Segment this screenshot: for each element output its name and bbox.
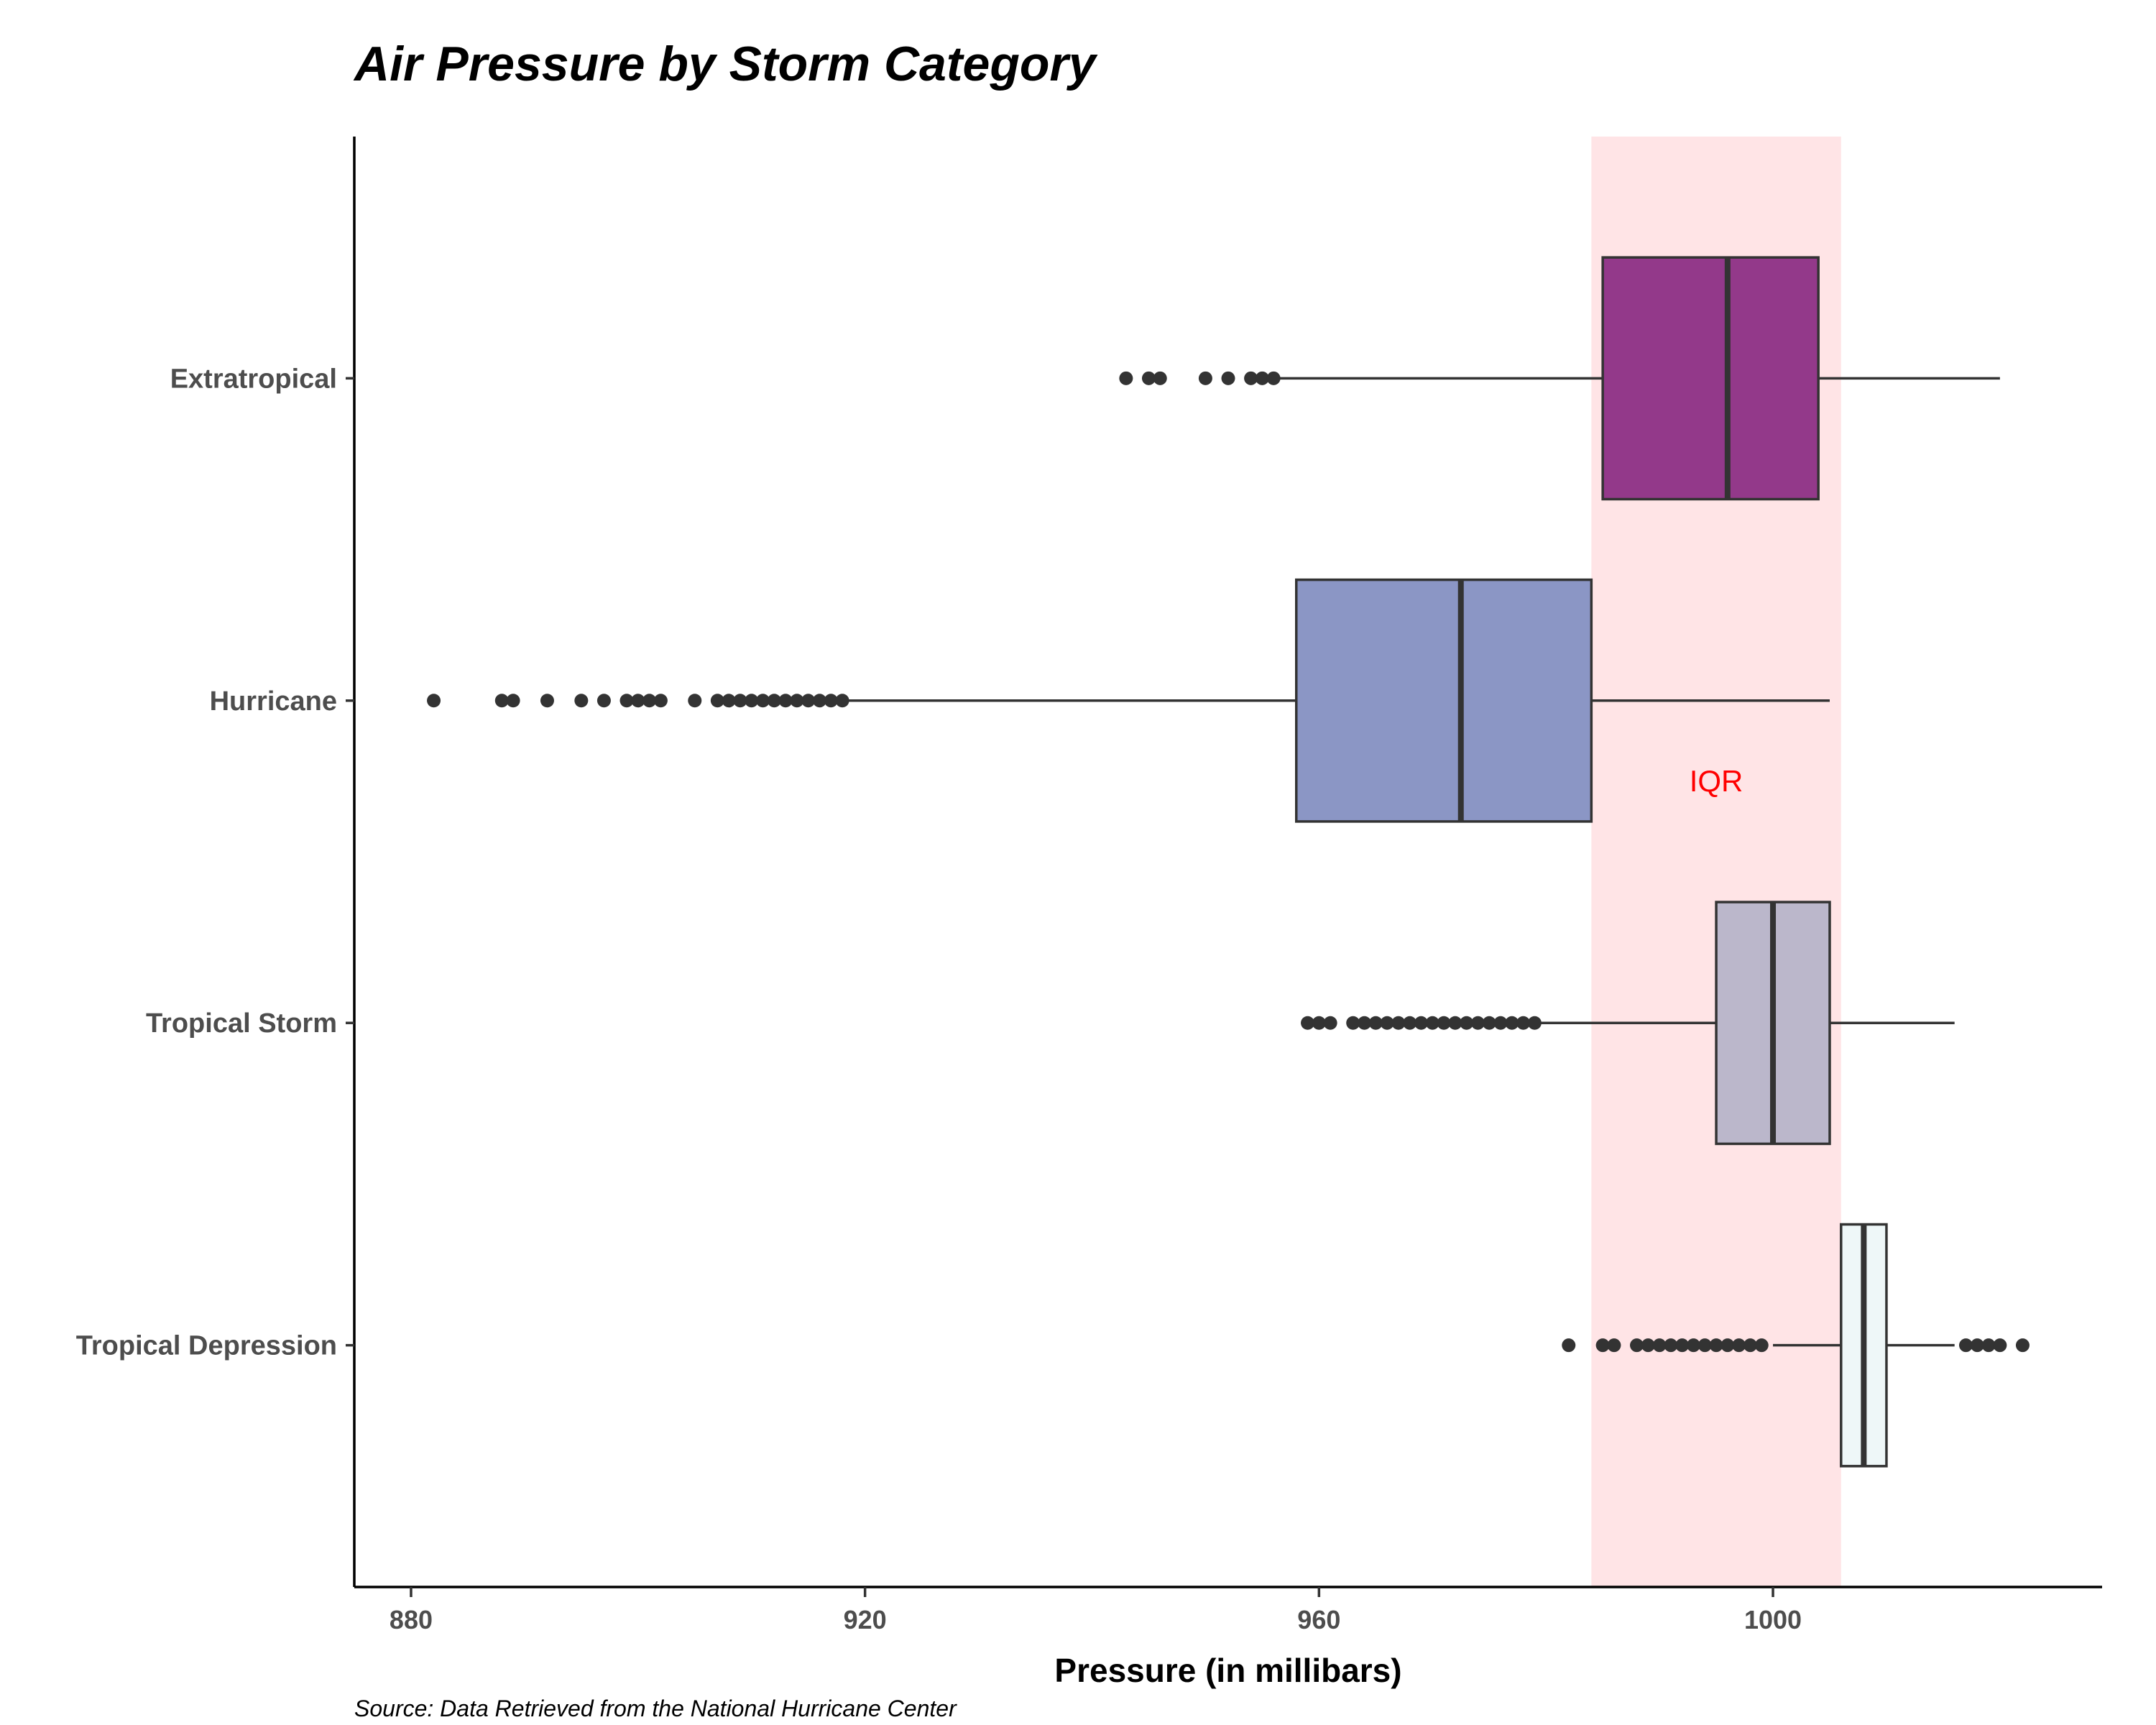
outlier-point — [1675, 1338, 1690, 1353]
x-tick-label: 880 — [390, 1605, 433, 1634]
y-tick-label: Tropical Depression — [76, 1331, 337, 1361]
outlier-point — [688, 694, 702, 708]
outlier-point — [801, 694, 816, 708]
outlier-point — [1312, 1016, 1326, 1030]
outlier-point — [2015, 1338, 2030, 1353]
outlier-point — [494, 694, 509, 708]
outlier-point — [506, 694, 520, 708]
outlier-point — [1709, 1338, 1723, 1353]
outlier-point — [710, 694, 724, 708]
outlier-point — [1346, 1016, 1360, 1030]
boxes-layer — [427, 256, 2030, 1468]
outlier-point — [574, 694, 589, 708]
outlier-point — [1664, 1338, 1678, 1353]
outlier-point — [619, 694, 634, 708]
outlier-point — [1470, 1016, 1485, 1030]
x-axis-title: Pressure (in millibars) — [1054, 1652, 1401, 1689]
outlier-point — [653, 694, 668, 708]
outlier-point — [1505, 1016, 1519, 1030]
outlier-point — [1403, 1016, 1417, 1030]
outlier-point — [1460, 1016, 1474, 1030]
outlier-point — [642, 694, 657, 708]
outlier-point — [1595, 1338, 1610, 1353]
outlier-point — [1562, 1338, 1576, 1353]
outlier-point — [1958, 1338, 1973, 1353]
outlier-point — [1732, 1338, 1746, 1353]
outlier-point — [1720, 1338, 1735, 1353]
outlier-point — [1607, 1338, 1621, 1353]
outlier-point — [427, 694, 441, 708]
y-tick-label: Tropical Storm — [146, 1008, 337, 1039]
outlier-point — [1255, 371, 1269, 385]
outlier-point — [756, 694, 770, 708]
outlier-point — [1641, 1338, 1655, 1353]
outlier-point — [1301, 1016, 1315, 1030]
outlier-point — [540, 694, 554, 708]
outlier-point — [1153, 371, 1167, 385]
outlier-point — [1425, 1016, 1439, 1030]
outlier-point — [596, 694, 611, 708]
y-tick-label: Extratropical — [170, 364, 337, 394]
outlier-point — [1630, 1338, 1644, 1353]
x-tick-label: 960 — [1297, 1605, 1340, 1634]
outlier-point — [1391, 1016, 1406, 1030]
outlier-point — [1221, 371, 1235, 385]
outlier-point — [1981, 1338, 1996, 1353]
outlier-point — [824, 694, 838, 708]
outlier-point — [1380, 1016, 1394, 1030]
outlier-point — [1266, 371, 1281, 385]
outlier-point — [733, 694, 747, 708]
outlier-point — [778, 694, 793, 708]
outlier-point — [1527, 1016, 1542, 1030]
outlier-point — [1323, 1016, 1337, 1030]
box-iqr — [1601, 256, 1820, 501]
box-group-tropical-storm — [1301, 901, 1955, 1146]
outlier-point — [1482, 1016, 1496, 1030]
chart-title: Air Pressure by Storm Category — [353, 37, 1098, 91]
y-tick-label: Hurricane — [210, 686, 337, 717]
outlier-point — [1652, 1338, 1667, 1353]
outlier-point — [767, 694, 781, 708]
outlier-point — [1358, 1016, 1372, 1030]
outlier-point — [1970, 1338, 1984, 1353]
outlier-point — [835, 694, 849, 708]
outlier-point — [1448, 1016, 1462, 1030]
x-axis-ticks: 880 920 960 1000 — [390, 1587, 1802, 1634]
box-group-extratropical — [1119, 256, 2000, 501]
outlier-point — [631, 694, 645, 708]
outlier-point — [790, 694, 804, 708]
iqr-annotation: IQR — [1690, 764, 1743, 798]
outlier-point — [1743, 1338, 1757, 1353]
y-axis-ticks: Extratropical Hurricane Tropical Storm Trop… — [76, 364, 354, 1361]
outlier-point — [1198, 371, 1212, 385]
outlier-point — [1493, 1016, 1508, 1030]
outlier-point — [1516, 1016, 1531, 1030]
x-tick-label: 920 — [844, 1605, 887, 1634]
outlier-point — [1993, 1338, 2007, 1353]
outlier-point — [1686, 1338, 1700, 1353]
box-iqr — [1295, 578, 1593, 823]
outlier-point — [1697, 1338, 1712, 1353]
outlier-point — [812, 694, 826, 708]
outlier-point — [722, 694, 736, 708]
box-group-tropical-depression — [1562, 1223, 2030, 1468]
outlier-point — [745, 694, 759, 708]
outlier-point — [1368, 1016, 1383, 1030]
box-group-hurricane — [427, 578, 1830, 823]
outlier-point — [1141, 371, 1156, 385]
outlier-point — [1119, 371, 1133, 385]
outlier-point — [1754, 1338, 1769, 1353]
chart-caption: Source: Data Retrieved from the National… — [354, 1696, 957, 1721]
x-tick-label: 1000 — [1744, 1605, 1802, 1634]
outlier-point — [1437, 1016, 1451, 1030]
outlier-point — [1414, 1016, 1428, 1030]
outlier-point — [1244, 371, 1258, 385]
